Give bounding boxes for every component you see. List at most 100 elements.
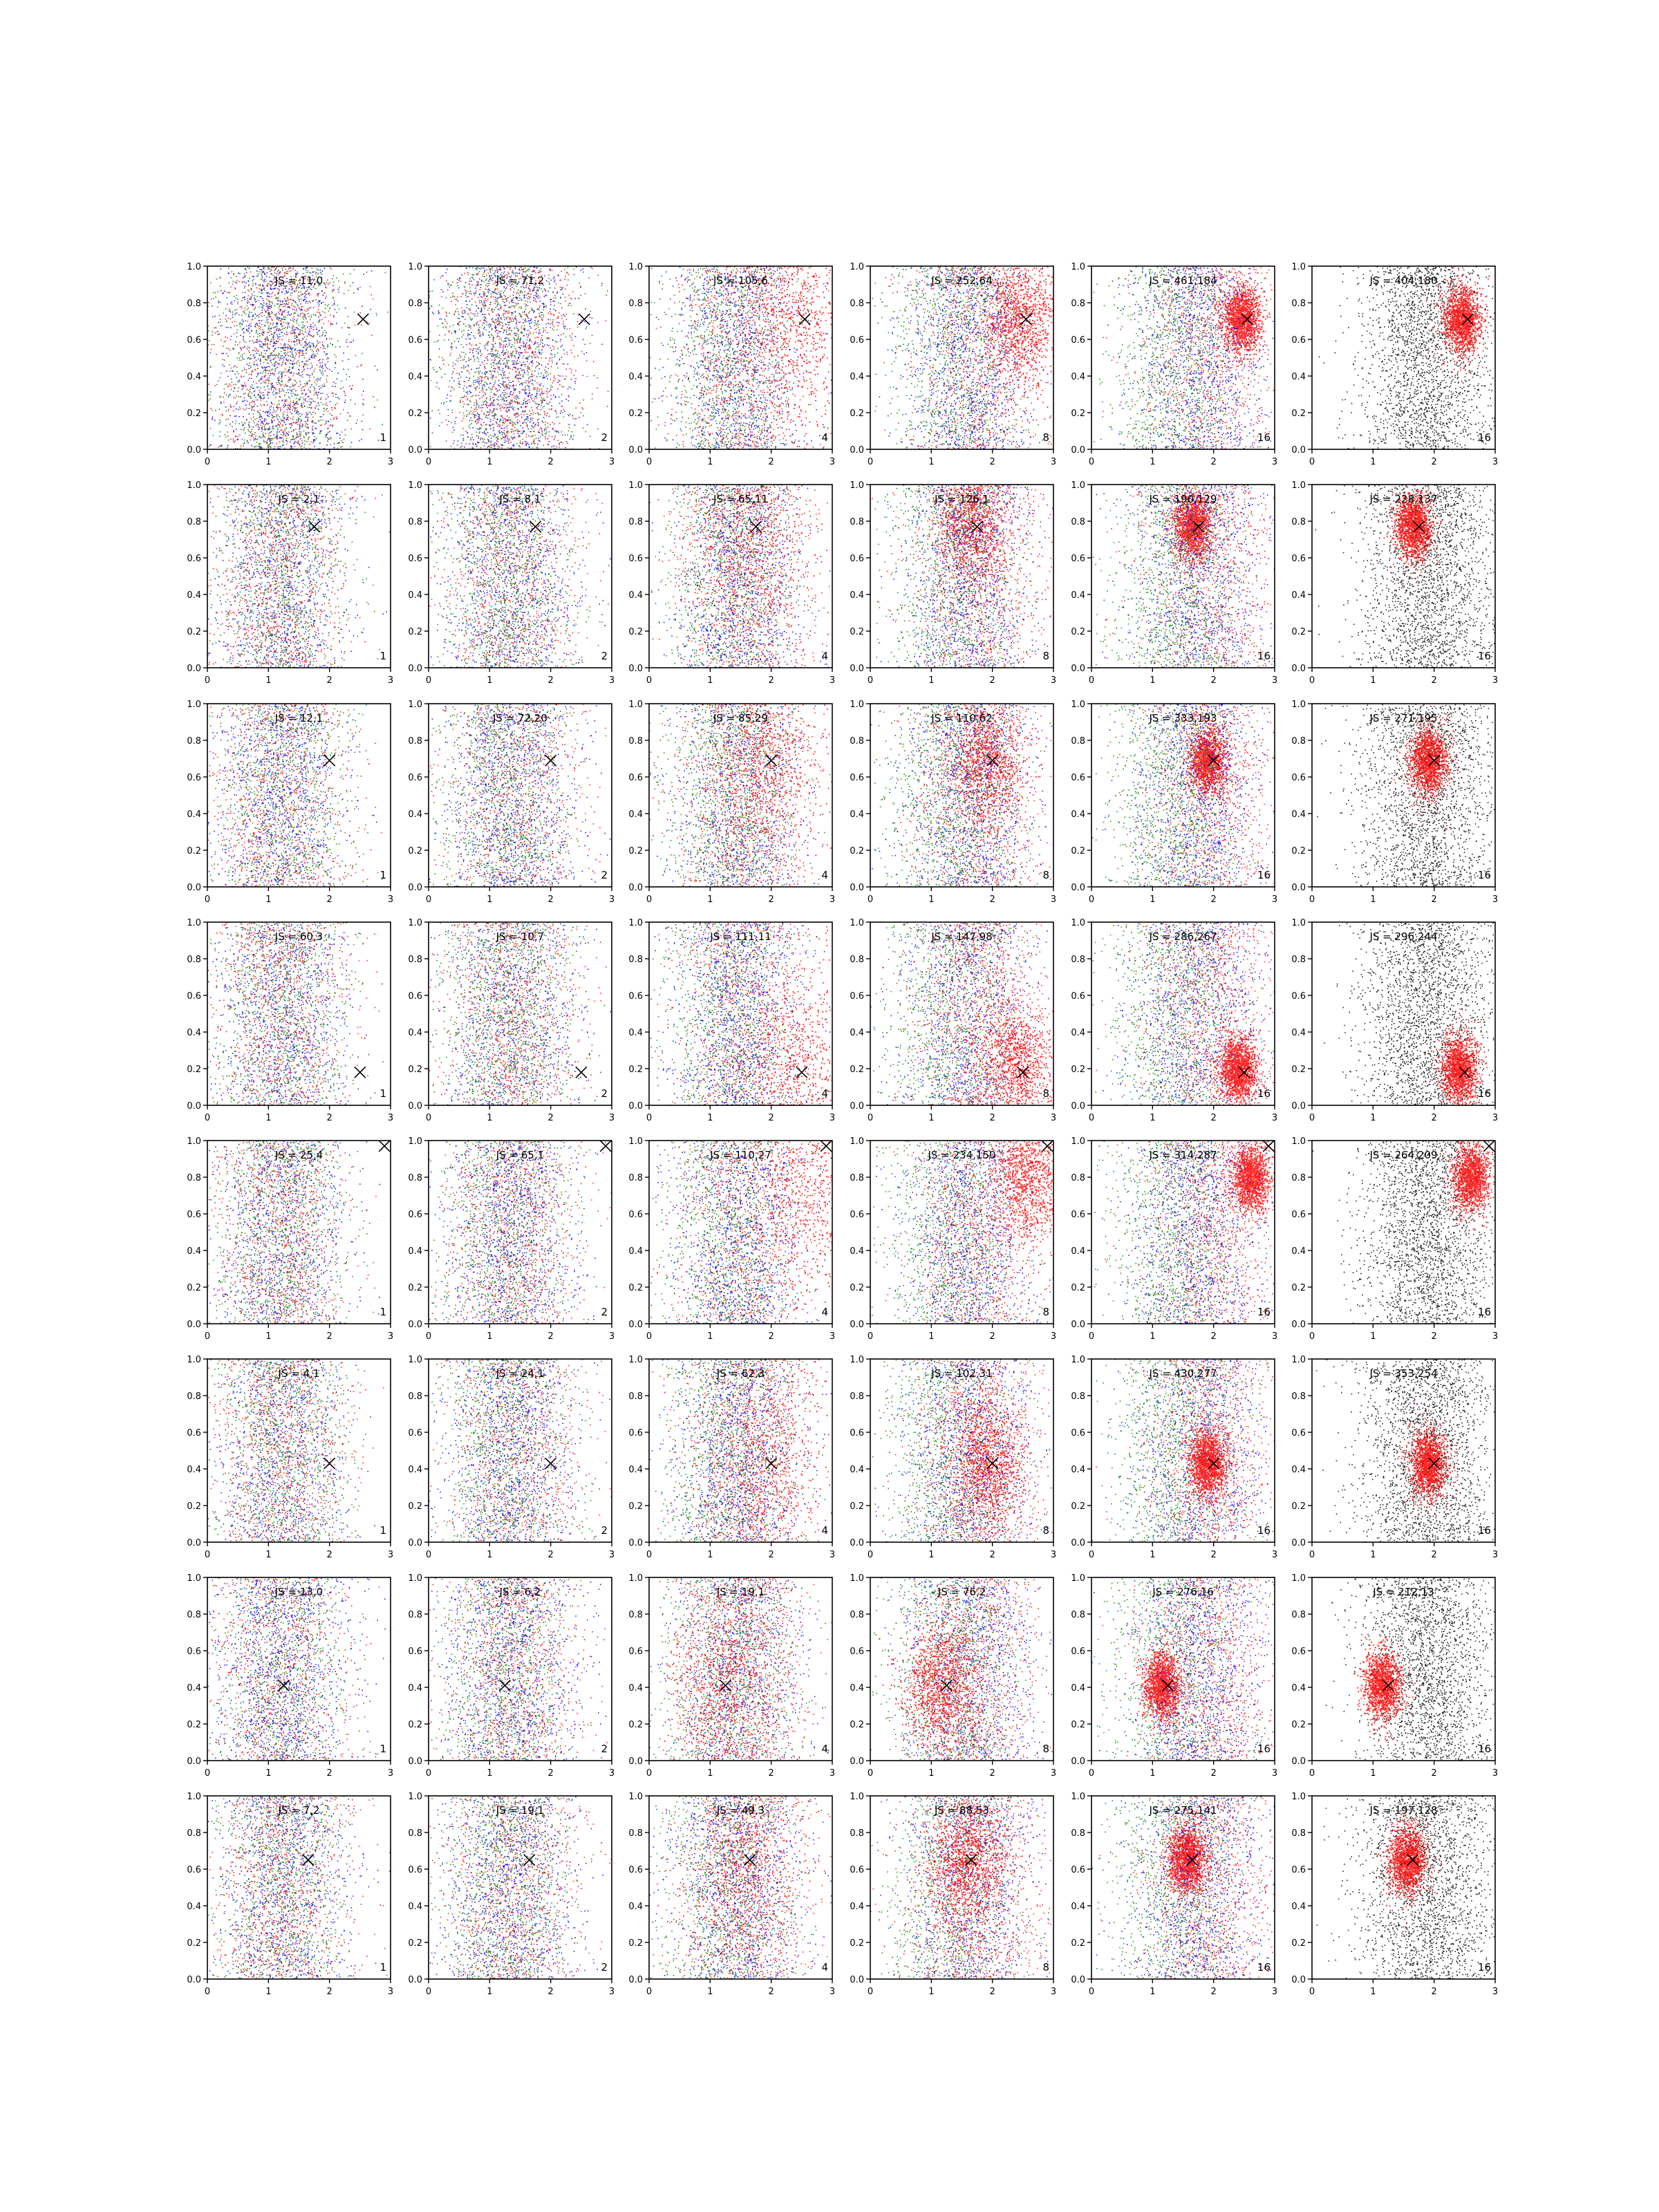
y-tick-label: 0.6 — [187, 335, 201, 346]
y-tick-label: 0.0 — [628, 664, 643, 674]
x-tick-label: 1 — [928, 675, 934, 686]
y-tick-label: 0.0 — [850, 1101, 864, 1112]
x-tick-label: 0 — [1309, 1550, 1315, 1560]
y-tick-label: 0.6 — [628, 335, 643, 346]
y-tick-label: 0.0 — [1071, 1101, 1085, 1112]
panel-r7-c2: 0 1 2 30.00.20.40.60.81.0JS = 6,22 — [408, 1573, 615, 1779]
y-tick-label: 0.2 — [1071, 1065, 1085, 1075]
y-tick-label: 1.0 — [1291, 700, 1306, 710]
y-tick-label: 1.0 — [628, 262, 643, 272]
x-tick-label: 3 — [1492, 1331, 1498, 1342]
scatter-points — [207, 704, 391, 888]
x-tick-label: 0 — [426, 675, 431, 686]
y-tick-label: 1.0 — [1291, 1136, 1306, 1147]
y-tick-label: 0.6 — [1071, 1647, 1085, 1657]
y-tick-label: 0.8 — [850, 1610, 864, 1620]
y-tick-label: 0.0 — [850, 1538, 864, 1548]
x-tick-label: 0 — [1309, 1331, 1315, 1342]
y-tick-label: 1.0 — [408, 918, 422, 928]
js-score-label: JS = 404,180 — [1369, 274, 1437, 287]
y-tick-label: 1.0 — [628, 1136, 643, 1147]
y-tick-label: 0.8 — [628, 736, 643, 747]
x-tick-label: 0 — [868, 1331, 873, 1342]
y-tick-label: 1.0 — [850, 480, 864, 491]
x-tick-label: 3 — [388, 1113, 393, 1123]
x-tick-label: 3 — [1272, 457, 1277, 467]
x-tick-label: 1 — [487, 675, 492, 686]
y-tick-label: 0.8 — [1291, 1173, 1306, 1183]
y-tick-label: 0.6 — [628, 1647, 643, 1657]
x-tick-label: 2 — [1432, 675, 1437, 686]
x-tick-label: 2 — [990, 457, 995, 467]
x-tick-label: 1 — [1150, 1987, 1155, 1997]
target-x-marker — [278, 1680, 289, 1691]
y-tick-label: 0.8 — [408, 1173, 422, 1183]
x-tick-label: 1 — [1150, 1550, 1155, 1560]
y-tick-label: 0.6 — [187, 554, 201, 564]
js-score-label: JS = 212,13 — [1372, 1586, 1434, 1598]
x-tick-label: 2 — [327, 1987, 332, 1997]
x-tick-label: 1 — [707, 1113, 713, 1123]
y-tick-label: 0.6 — [850, 335, 864, 346]
y-tick-label: 1.0 — [187, 262, 201, 272]
y-tick-label: 0.6 — [628, 991, 643, 1002]
y-tick-label: 0.4 — [628, 1902, 643, 1912]
y-tick-label: 0.8 — [187, 299, 201, 309]
js-score-label: JS = 252,64 — [930, 274, 993, 287]
x-tick-label: 3 — [1051, 894, 1056, 905]
y-tick-label: 0.8 — [850, 736, 864, 747]
y-tick-label: 0.0 — [1291, 1756, 1306, 1767]
js-score-label: JS = 275,141 — [1148, 1804, 1217, 1817]
y-tick-label: 0.2 — [850, 627, 864, 637]
y-tick-label: 0.0 — [187, 1320, 201, 1330]
y-tick-label: 0.8 — [408, 1828, 422, 1839]
x-tick-label: 1 — [1150, 1768, 1155, 1779]
panel-r4-c2: 0 1 2 30.00.20.40.60.81.0JS = 10,72 — [408, 918, 615, 1123]
x-tick-label: 2 — [327, 457, 332, 467]
y-tick-label: 0.6 — [1071, 554, 1085, 564]
axes-frame — [207, 266, 391, 449]
y-tick-label: 1.0 — [187, 1355, 201, 1365]
panel-number-label: 1 — [379, 1743, 386, 1755]
panel-number-label: 8 — [1042, 1743, 1049, 1755]
target-x-marker — [576, 1067, 587, 1078]
y-tick-label: 0.0 — [408, 1538, 422, 1548]
x-tick-label: 2 — [548, 894, 554, 905]
scatter-points — [650, 266, 834, 451]
y-tick-label: 0.2 — [850, 409, 864, 419]
x-tick-label: 0 — [868, 894, 873, 905]
y-tick-label: 0.0 — [850, 445, 864, 456]
x-tick-label: 0 — [205, 1550, 210, 1560]
x-tick-label: 0 — [205, 894, 210, 905]
x-tick-label: 1 — [707, 1550, 713, 1560]
x-tick-label: 2 — [327, 1113, 332, 1123]
target-x-marker — [1042, 1141, 1053, 1152]
x-tick-label: 1 — [1370, 675, 1376, 686]
panel-r3-c1: 0 1 2 30.00.20.40.60.81.0JS = 12,11 — [187, 700, 393, 905]
js-score-label: JS = 7,2 — [278, 1804, 320, 1817]
y-tick-label: 1.0 — [628, 918, 643, 928]
x-tick-label: 2 — [548, 1331, 554, 1342]
x-tick-label: 3 — [1272, 675, 1277, 686]
y-tick-label: 0.0 — [187, 883, 201, 893]
y-tick-label: 0.8 — [1071, 1828, 1085, 1839]
axes-frame — [1091, 704, 1275, 887]
y-tick-label: 1.0 — [1291, 480, 1306, 491]
panel-number-label: 1 — [379, 869, 386, 881]
x-tick-label: 2 — [1432, 1331, 1437, 1342]
y-tick-label: 0.8 — [1071, 1173, 1085, 1183]
y-tick-label: 0.4 — [850, 1683, 864, 1694]
y-tick-label: 1.0 — [187, 1573, 201, 1584]
scatter-points — [1091, 1577, 1275, 1762]
js-score-label: JS = 296,244 — [1369, 930, 1437, 943]
x-tick-label: 2 — [990, 894, 995, 905]
x-tick-label: 1 — [1150, 894, 1155, 905]
x-tick-label: 2 — [769, 1113, 774, 1123]
y-tick-label: 0.8 — [628, 1610, 643, 1620]
